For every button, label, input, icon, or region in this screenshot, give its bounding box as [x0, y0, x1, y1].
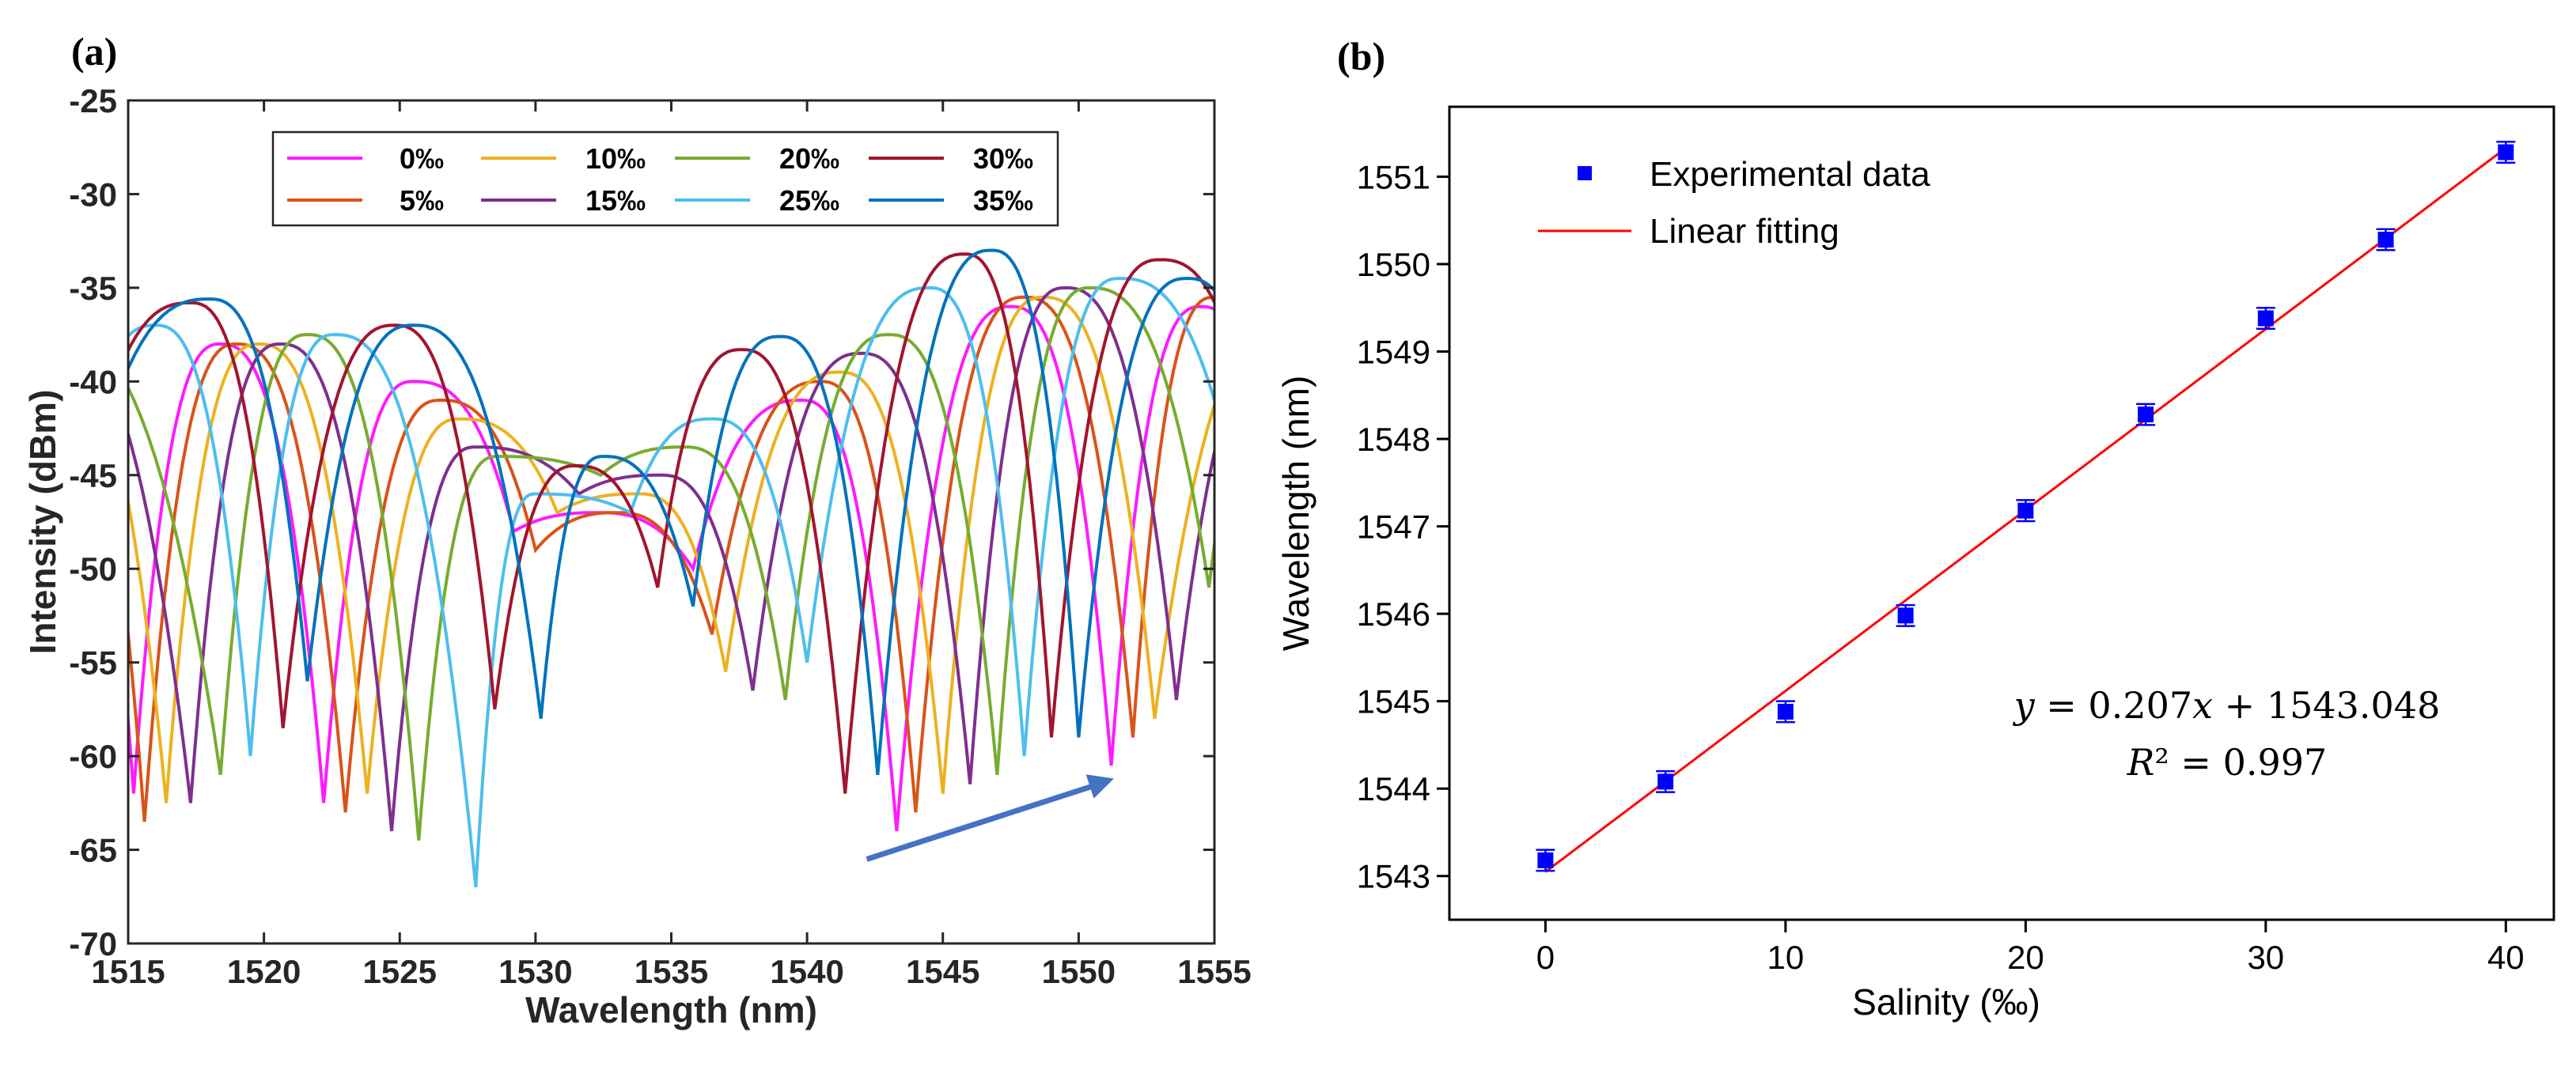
panel-a-label: (a) — [71, 29, 117, 74]
spectrum-line-4 — [128, 285, 1214, 841]
data-point — [2138, 406, 2154, 423]
y-tick-label-a: -70 — [69, 925, 117, 962]
data-point — [2377, 232, 2394, 248]
y-tick-label-b: 1548 — [1357, 421, 1430, 458]
shift-arrow-head — [1085, 774, 1114, 799]
y-tick-label-a: -25 — [69, 82, 117, 119]
x-tick-label-a: 1540 — [770, 953, 843, 990]
data-point — [1897, 607, 1914, 624]
y-tick-label-b: 1550 — [1357, 246, 1430, 283]
x-tick-label-b: 10 — [1767, 939, 1805, 976]
fit-equation: 𝑦 = 0.207𝑥 + 1543.048 — [2013, 684, 2441, 727]
x-axis-label-a: Wavelength (nm) — [525, 989, 817, 1030]
y-tick-label-b: 1547 — [1357, 509, 1430, 546]
y-tick-label-b: 1551 — [1357, 158, 1430, 195]
data-point — [1537, 852, 1554, 868]
panel-b-label: (b) — [1337, 34, 1385, 78]
x-tick-label-b: 20 — [2007, 939, 2044, 976]
x-tick-label-b: 40 — [2487, 939, 2525, 976]
data-point — [2257, 310, 2274, 327]
axes-frame-b — [1448, 105, 2555, 921]
x-tick-label-a: 1515 — [91, 953, 165, 990]
y-tick-label-b: 1549 — [1357, 334, 1430, 371]
legend-box-a — [271, 130, 1059, 227]
x-tick-label-a: 1535 — [635, 953, 708, 990]
y-tick-label-a: -35 — [69, 270, 117, 307]
y-tick-label-a: -50 — [69, 550, 117, 588]
x-tick-label-a: 1555 — [1177, 953, 1251, 990]
legend-label-a: 0‰ — [400, 142, 444, 175]
x-tick-label-a: 1520 — [227, 953, 301, 990]
spectrum-line-6 — [128, 252, 1214, 794]
spectrum-chart: 1515 1520 1525 1530 1535 1540 1545 1550 1555 -25 -… — [22, 82, 1252, 1030]
legend-label-experimental: Experimental data — [1650, 155, 1930, 194]
y-tick-label-b: 1546 — [1357, 595, 1430, 633]
y-tick-label-b: 1545 — [1357, 683, 1430, 720]
y-tick-label-a: -30 — [69, 176, 117, 213]
legend-label-a: 15‰ — [585, 184, 646, 217]
y-tick-label-a: -40 — [69, 363, 117, 400]
x-tick-label-a: 1530 — [498, 953, 572, 990]
data-point — [1777, 703, 1794, 720]
y-tick-label-a: -55 — [69, 645, 117, 682]
legend-label-a: 10‰ — [585, 142, 646, 175]
y-axis-label-a: Intensity (dBm) — [22, 390, 63, 655]
legend-label-a: 35‰ — [973, 184, 1033, 217]
legend-label-a: 5‰ — [400, 184, 444, 217]
y-tick-label-b: 1543 — [1357, 858, 1430, 895]
spectrum-line-5 — [128, 276, 1214, 888]
spectrum-line-7 — [128, 248, 1214, 775]
x-tick-label-a: 1550 — [1042, 953, 1116, 990]
data-point — [2498, 144, 2514, 161]
legend-label-a: 20‰ — [779, 142, 839, 175]
legend-label-fit: Linear fitting — [1650, 212, 1839, 251]
legend-marker-experimental — [1578, 166, 1592, 180]
y-axis-label-b: Wavelength (nm) — [1275, 376, 1316, 652]
y-tick-label-a: -45 — [69, 457, 117, 494]
data-point — [1657, 773, 1674, 790]
x-tick-label-a: 1525 — [363, 953, 437, 990]
calibration-chart: 0 10 20 30 40 1543 1544 1545 1546 1547 1548 1549 155… — [1275, 105, 2555, 1023]
x-tick-label-b: 30 — [2247, 939, 2284, 976]
shift-arrow-shaft — [866, 779, 1108, 862]
y-tick-label-a: -60 — [69, 738, 117, 775]
y-tick-label-b: 1544 — [1357, 770, 1430, 807]
x-axis-label-b: Salinity (‰) — [1852, 981, 2040, 1023]
spectrum-line-3 — [128, 285, 1214, 832]
y-tick-label-a: -65 — [69, 832, 117, 869]
legend-label-a: 30‰ — [973, 142, 1033, 175]
x-tick-label-b: 0 — [1536, 939, 1555, 976]
data-point — [2017, 502, 2034, 519]
x-tick-label-a: 1545 — [906, 953, 979, 990]
legend-label-a: 25‰ — [779, 184, 839, 217]
fit-r-squared: 𝑅² = 0.997 — [2127, 741, 2328, 784]
